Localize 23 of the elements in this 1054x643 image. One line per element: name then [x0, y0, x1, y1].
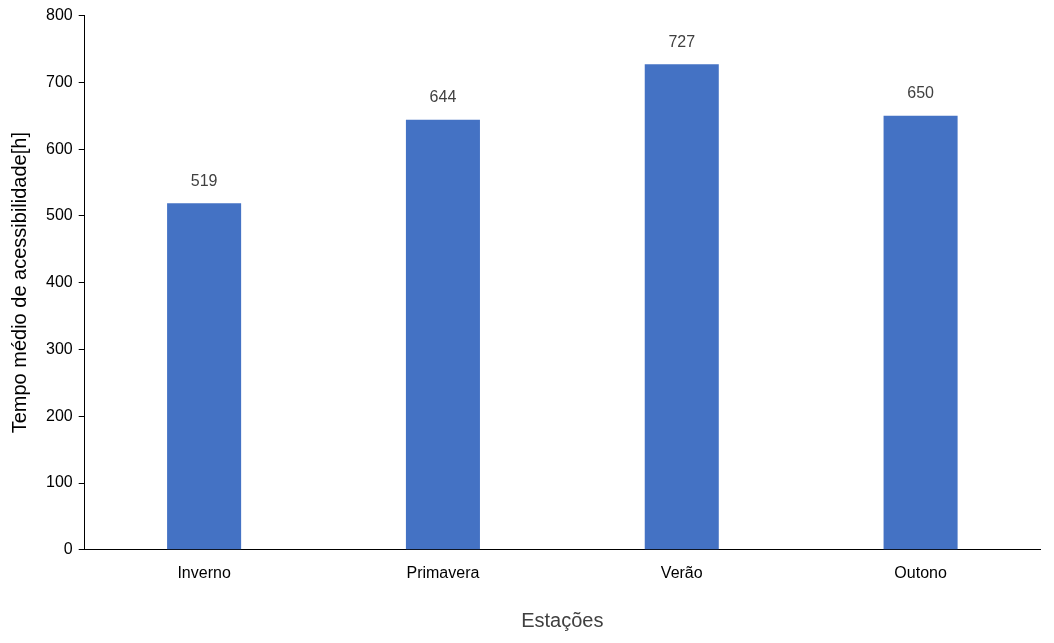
bar	[883, 115, 958, 550]
bar	[167, 203, 242, 550]
y-tick-label: 200	[45, 406, 73, 424]
bar	[405, 119, 480, 550]
y-tick-label: 500	[45, 206, 73, 224]
data-label: 519	[190, 171, 218, 189]
x-tick-label: Outono	[894, 563, 947, 581]
x-tick-label: Inverno	[177, 563, 231, 581]
y-tick-label: 0	[63, 540, 73, 558]
y-tick-label: 400	[45, 273, 73, 291]
data-label: 644	[429, 88, 457, 106]
x-axis-title: Estações	[521, 608, 604, 631]
bar	[644, 64, 719, 550]
y-tick-label: 700	[45, 72, 73, 90]
data-label: 650	[907, 84, 935, 102]
x-tick-label: Primavera	[406, 563, 480, 581]
data-label: 727	[668, 32, 696, 50]
y-axis-title: Tempo médio de acessibilidade[h]	[7, 132, 30, 434]
y-tick-label: 600	[45, 139, 73, 157]
y-tick-label: 800	[45, 6, 73, 24]
y-tick-label: 300	[45, 339, 73, 357]
y-tick-label: 100	[45, 473, 73, 491]
x-tick-label: Verão	[660, 563, 703, 581]
